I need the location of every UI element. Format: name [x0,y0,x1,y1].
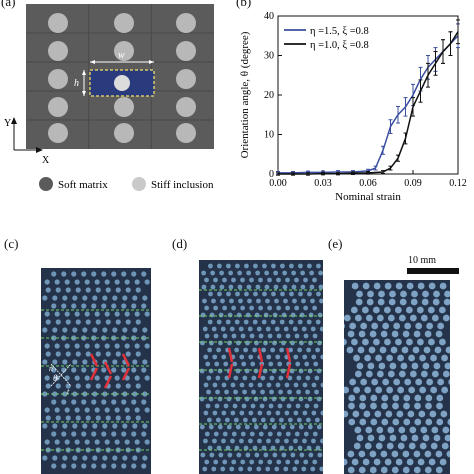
stiff-inclusion [114,97,134,117]
stiff-inclusion [176,41,196,61]
y-tick-label: 40 [264,11,274,22]
data-point [388,165,393,171]
stiff-inclusion [114,123,134,143]
data-point [381,145,385,155]
w-label: w [118,50,125,61]
series-line [278,35,459,174]
y-tick-label: 20 [264,90,274,101]
data-point [418,79,423,103]
stiff-inclusion [48,97,68,117]
data-point [366,170,370,175]
panel-c-image: θ n t [41,268,151,474]
y-tick-label: 30 [264,51,274,62]
y-axis-label: Y [4,118,11,129]
x-tick-label: 0.03 [314,178,332,189]
stiff-inclusion-legend-label: Stiff inclusion [151,179,214,191]
panel-a-label: (a) [1,0,16,9]
stiff-inclusion [114,41,134,61]
x-axis-title: Nominal strain [335,191,401,203]
data-point [351,171,355,175]
data-point [396,154,400,162]
h-label: h [74,78,79,89]
x-tick-label: 0.06 [359,178,377,189]
panel-e-label: (e) [328,236,343,251]
data-point [441,39,445,64]
x-axis-label: X [42,155,50,166]
orientation-angle-chart: 0.00 0.03 0.06 0.09 0.12 0 10 20 30 40 Nominal str… [239,11,467,203]
legend-entry: η =1.0, ξ =0.8 [310,40,369,51]
stiff-inclusion [114,13,134,33]
panel-d-image [199,260,323,474]
theta-label: θ [53,373,58,383]
unit-cell-inclusion [114,75,130,91]
data-point [448,31,453,56]
stiff-inclusion [48,41,68,61]
data-point [381,170,385,174]
x-tick-label: 0.00 [269,178,287,189]
x-tick-label: 0.09 [404,178,422,189]
data-point [433,51,438,76]
y-tick-label: 0 [269,169,274,180]
soft-matrix-legend-label: Soft matrix [58,179,108,191]
series-line [278,31,459,175]
data-point [388,119,393,134]
data-point [403,132,408,145]
t-label: t [67,387,70,396]
scale-bar [407,268,459,274]
stiff-inclusion-legend-icon [132,177,146,191]
data-point [321,171,325,176]
data-point [306,172,310,176]
y-axis-title: Orientation angle, θ (degree) [239,31,251,158]
data-point [396,105,400,124]
panel-c-label: (c) [4,236,19,251]
data-point [411,97,415,117]
stiff-inclusion [48,123,68,143]
panel-d-label: (d) [172,236,188,251]
x-tick-label: 0.12 [449,178,467,189]
data-point [291,172,295,176]
stiff-inclusion [48,13,68,33]
n-label: n [49,364,53,373]
data-point [336,171,340,176]
legend-entry: η =1.5, ξ =0.8 [310,26,369,37]
stiff-inclusion [176,97,196,117]
stiff-inclusion [176,13,196,33]
data-point [403,97,408,117]
panel-b-label: (b) [236,0,252,9]
data-point [276,172,280,176]
scale-bar-label: 10 mm [408,255,437,266]
y-tick-label: 10 [264,130,274,141]
stiff-inclusion [48,69,68,89]
stiff-inclusion [176,69,196,89]
panel-e-image [344,280,450,474]
data-point [373,165,378,171]
panel-a-schematic: w h Y X Soft matrix Stiff inclusion [4,4,214,191]
data-point [456,19,460,45]
data-point [426,62,430,88]
stiff-inclusion [176,123,196,143]
soft-matrix-legend-icon [39,177,53,191]
